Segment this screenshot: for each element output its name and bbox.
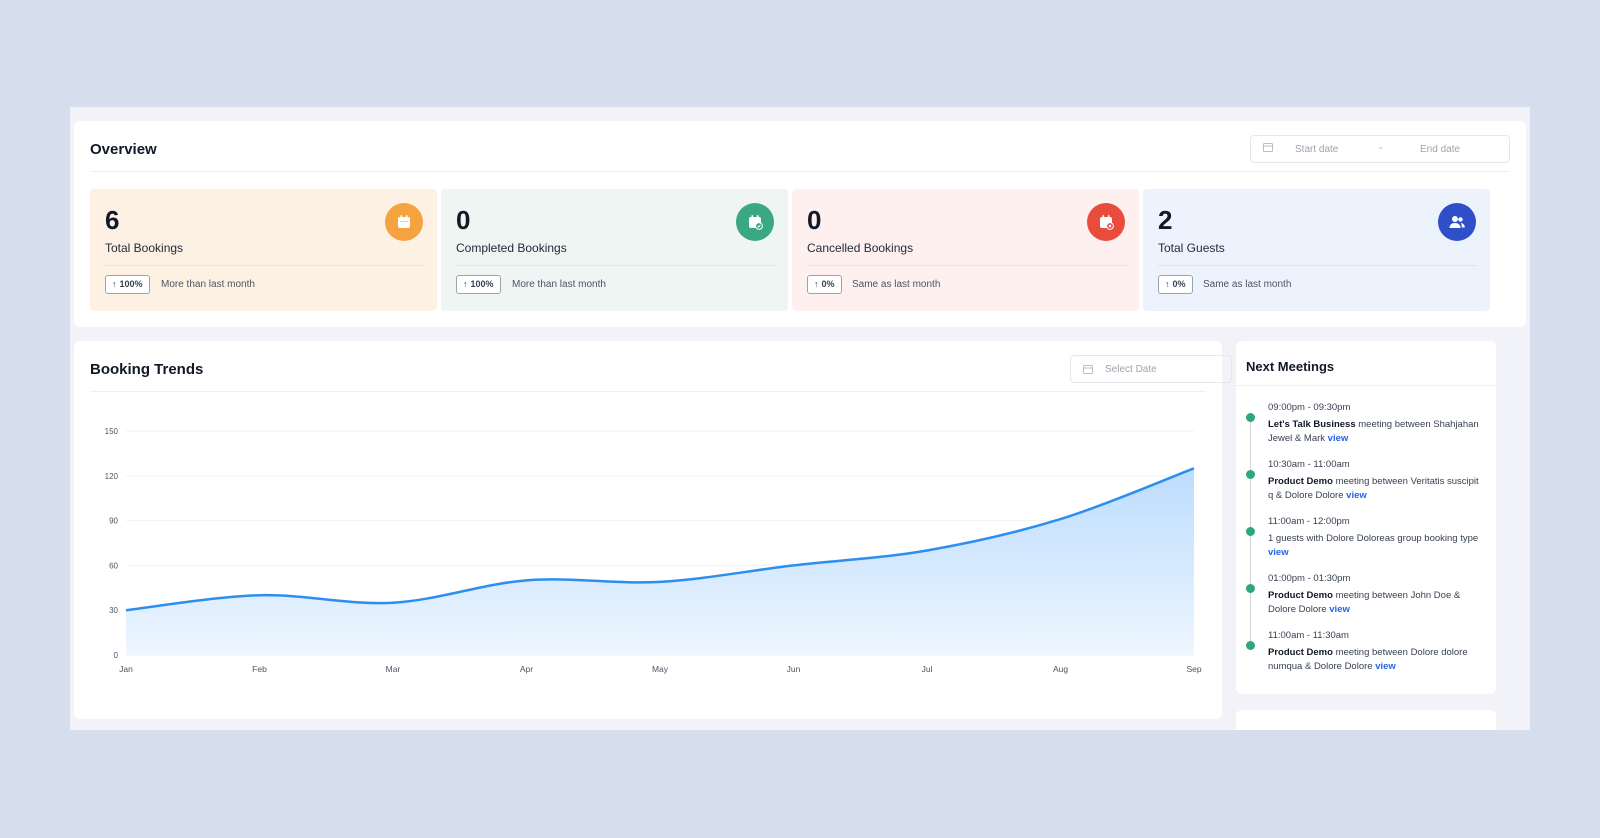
x-tick-label: Jan: [119, 664, 133, 674]
stat-card-cancelled-bookings: 0 Cancelled Bookings ↑ 0% Same as last mo…: [792, 189, 1139, 311]
comparison-text: Same as last month: [1203, 279, 1292, 290]
area-fill: [126, 468, 1194, 655]
stat-value: 2: [1158, 205, 1173, 235]
start-date-input[interactable]: Start date: [1295, 144, 1339, 155]
y-tick-label: 150: [105, 427, 119, 436]
date-range-picker[interactable]: Start date - End date: [1250, 135, 1510, 163]
x-tick-label: Mar: [386, 664, 401, 674]
calendar-check-icon: [736, 203, 774, 241]
meeting-time: 11:00am - 11:30am: [1268, 630, 1349, 641]
y-tick-label: 0: [114, 651, 119, 660]
arrow-up-icon: ↑: [463, 279, 468, 289]
timeline-dot: [1246, 413, 1255, 422]
divider: [105, 265, 425, 266]
divider: [90, 391, 1206, 392]
calendar-icon: [1263, 143, 1273, 152]
x-tick-label: Jul: [922, 664, 933, 674]
y-tick-label: 60: [109, 561, 118, 570]
booking-trends-chart: 0 30 60 90 120 150 Jan Feb Mar Apr May Jun Jul Aug Sep: [105, 427, 1202, 674]
select-date-input[interactable]: Select Date: [1070, 355, 1232, 383]
stat-card-total-bookings: 6 Total Bookings ↑ 100% More than last mo…: [90, 189, 437, 311]
date-range-separator: -: [1379, 143, 1383, 154]
view-link[interactable]: view: [1268, 547, 1289, 558]
meeting-time: 11:00am - 12:00pm: [1268, 516, 1350, 527]
stat-label: Total Bookings: [105, 241, 184, 255]
meeting-description: Product Demo meeting between Dolore dolo…: [1268, 647, 1468, 672]
meeting-time: 01:00pm - 01:30pm: [1268, 573, 1351, 584]
stat-label: Cancelled Bookings: [807, 241, 914, 255]
divider: [1158, 265, 1478, 266]
meeting-time: 10:30am - 11:00am: [1268, 459, 1350, 470]
comparison-text: More than last month: [512, 279, 606, 290]
x-tick-label: Sep: [1186, 664, 1201, 674]
timeline-dot: [1246, 641, 1255, 650]
x-tick-label: Aug: [1053, 664, 1068, 674]
timeline-dot: [1246, 470, 1255, 479]
view-link[interactable]: view: [1329, 604, 1350, 615]
meeting-title: Let's Talk Business: [1268, 419, 1356, 430]
end-date-input[interactable]: End date: [1420, 144, 1461, 155]
x-tick-label: Jun: [787, 664, 801, 674]
percent-badge: ↑ 0%: [807, 275, 842, 294]
y-tick-label: 90: [109, 517, 118, 526]
arrow-up-icon: ↑: [112, 279, 117, 289]
meeting-description: 1 guests with Dolore Doloreas group book…: [1268, 533, 1479, 558]
booking-trends-title: Booking Trends: [90, 361, 204, 378]
meeting-title: Product Demo: [1268, 647, 1333, 658]
divider: [456, 265, 776, 266]
percent-badge: ↑ 0%: [1158, 275, 1193, 294]
stat-value: 0: [456, 205, 471, 235]
comparison-text: More than last month: [161, 279, 255, 290]
arrow-up-icon: ↑: [814, 279, 819, 289]
stat-label: Total Guests: [1158, 241, 1225, 255]
meeting-description: Let's Talk Business meeting between Shah…: [1268, 419, 1479, 444]
calendar-x-icon: [1087, 203, 1125, 241]
y-tick-label: 120: [105, 472, 119, 481]
x-tick-label: Feb: [252, 664, 267, 674]
next-meetings-title: Next Meetings: [1246, 359, 1335, 374]
divider: [1236, 385, 1496, 386]
stat-label: Completed Bookings: [456, 241, 567, 255]
stat-value: 6: [105, 205, 120, 235]
stat-card-completed-bookings: 0 Completed Bookings ↑ 100% More than las…: [441, 189, 788, 311]
comparison-text: Same as last month: [852, 279, 941, 290]
meeting-time: 09:00pm - 09:30pm: [1268, 402, 1351, 413]
timeline-dot: [1246, 584, 1255, 593]
view-link[interactable]: view: [1346, 490, 1367, 501]
calendar-icon: [385, 203, 423, 241]
arrow-up-icon: ↑: [1165, 279, 1170, 289]
x-tick-label: Apr: [520, 664, 533, 674]
percent-badge: ↑ 100%: [456, 275, 501, 294]
meeting-description: Product Demo meeting between Veritatis s…: [1268, 476, 1479, 501]
next-meetings-panel: Next Meetings 09:00pm - 09:30pm Let's Tal…: [1236, 341, 1496, 694]
stat-value: 0: [807, 205, 822, 235]
divider: [90, 171, 1510, 172]
y-tick-label: 30: [109, 606, 118, 615]
divider: [807, 265, 1127, 266]
meeting-title: Product Demo: [1268, 476, 1333, 487]
dashboard-frame: Overview Start date - End date 6 Total B…: [70, 107, 1530, 730]
overview-panel: Overview Start date - End date 6 Total B…: [74, 121, 1526, 327]
view-link[interactable]: view: [1327, 433, 1349, 444]
meeting-title: Product Demo: [1268, 590, 1333, 601]
calendar-icon: [1083, 365, 1093, 374]
timeline-dot: [1246, 527, 1255, 536]
booking-trends-panel: Booking Trends Select Date 0 30 60 90 120 150…: [74, 341, 1232, 719]
view-link[interactable]: view: [1375, 661, 1396, 672]
x-tick-label: May: [652, 664, 669, 674]
percent-badge: ↑ 100%: [105, 275, 150, 294]
meeting-description: Product Demo meeting between John Doe & …: [1268, 590, 1461, 615]
next-panel-edge: [1236, 710, 1496, 730]
users-icon: [1438, 203, 1476, 241]
select-date-placeholder: Select Date: [1105, 364, 1157, 375]
stat-card-total-guests: 2 Total Guests ↑ 0% Same as last month: [1143, 189, 1490, 311]
overview-title: Overview: [90, 141, 157, 158]
